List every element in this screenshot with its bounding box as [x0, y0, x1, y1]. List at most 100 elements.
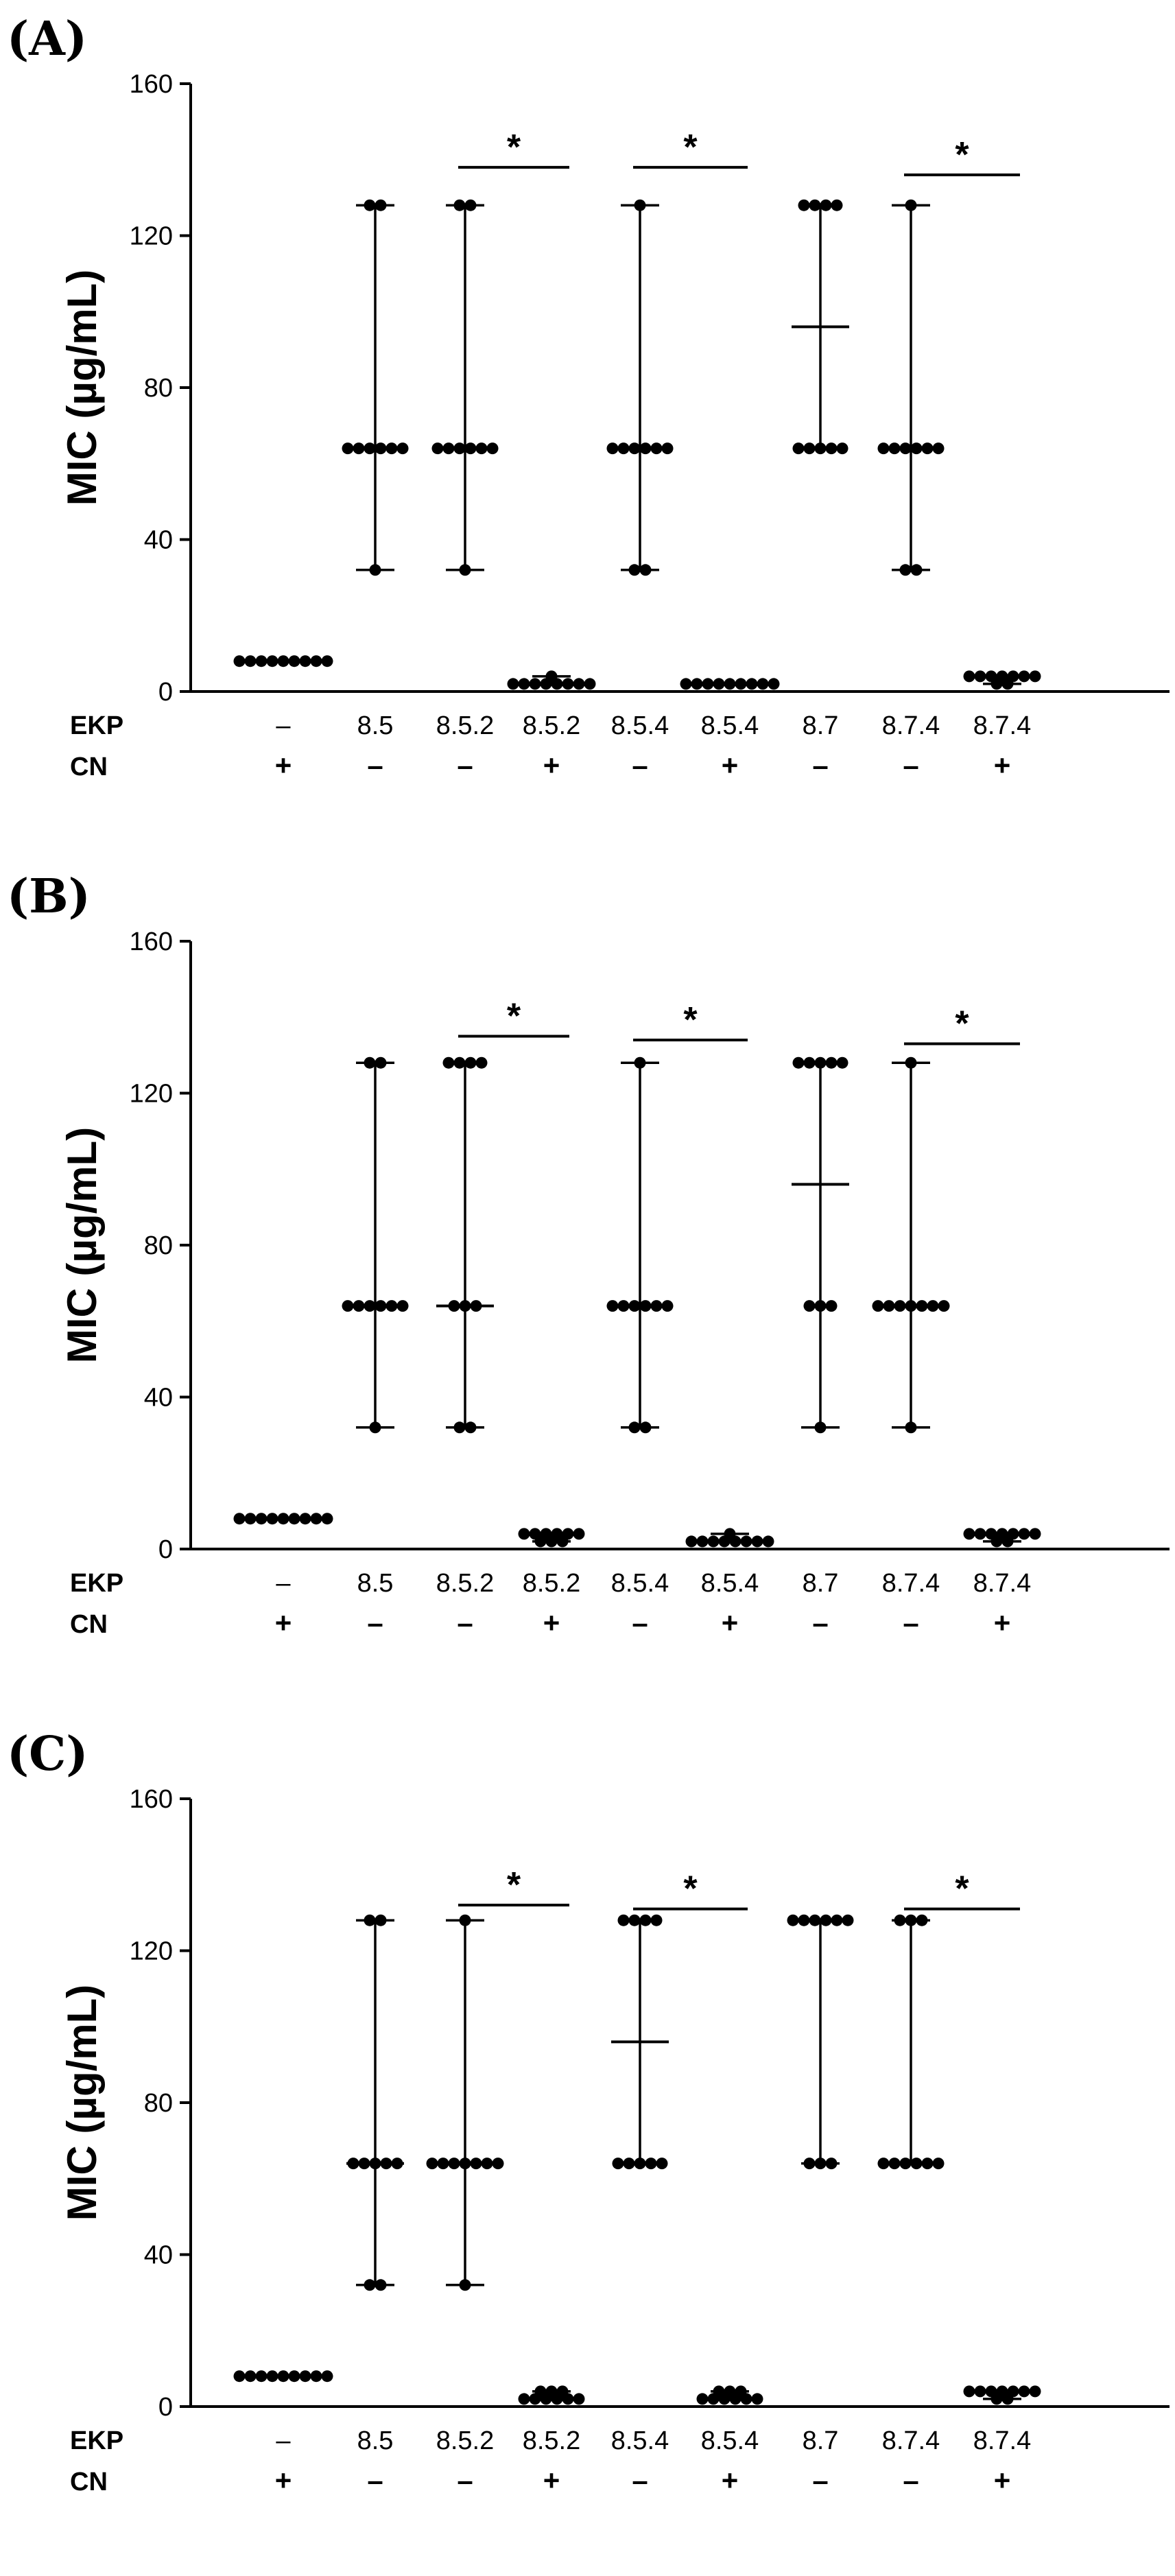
data-point [1029, 1528, 1041, 1540]
data-point [639, 442, 652, 455]
category-group: 8.5.2 – [431, 199, 499, 781]
data-point [661, 1300, 674, 1312]
data-point [927, 1300, 939, 1312]
data-point [724, 2385, 736, 2398]
data-point [910, 442, 923, 455]
ekp-row-label: EKP [70, 2426, 123, 2455]
data-point [375, 199, 387, 211]
data-point [724, 678, 736, 690]
data-point [985, 2385, 997, 2398]
panel-label: (C) [7, 1727, 88, 1782]
data-point [299, 2370, 311, 2383]
data-point [963, 670, 975, 683]
data-point [375, 1056, 387, 1069]
cn-label: – [632, 749, 648, 781]
data-point [831, 199, 843, 211]
data-point [645, 2158, 657, 2170]
ekp-label: 8.5.2 [523, 2426, 581, 2455]
data-point [787, 1914, 799, 1926]
data-point [628, 1914, 641, 1926]
cn-row-label: CN [70, 753, 108, 781]
y-tick-label: 80 [144, 1231, 173, 1260]
data-point [277, 1513, 289, 1525]
data-point [448, 1300, 460, 1312]
y-axis-label: MIC (µg/mL) [59, 1127, 105, 1364]
data-point [299, 1513, 311, 1525]
data-point [545, 2385, 558, 2398]
ekp-label: 8.7.4 [973, 1569, 1032, 1598]
data-point [905, 1300, 917, 1312]
data-point [910, 2158, 923, 2170]
data-point [803, 442, 816, 455]
data-point [888, 442, 901, 455]
ekp-label: 8.5.4 [701, 711, 759, 740]
category-group: 8.5.2 + [518, 1528, 585, 1639]
cn-label: – [632, 1607, 648, 1639]
data-point [650, 1300, 663, 1312]
data-point [932, 2158, 945, 2170]
ekp-label: – [276, 711, 291, 740]
y-tick-label: 120 [130, 222, 173, 251]
chart-panel: (B)MIC (µg/mL)04080120160–+8.5–8.5.2–8.5… [7, 869, 1170, 1639]
y-tick-label: 40 [144, 1384, 173, 1413]
data-point [634, 199, 646, 211]
cn-label: + [994, 749, 1011, 781]
data-point [809, 1914, 821, 1926]
data-point [342, 1300, 354, 1312]
data-point [364, 442, 376, 455]
data-point [792, 442, 805, 455]
y-axis-label: MIC (µg/mL) [59, 270, 105, 506]
significance-star: * [955, 1004, 969, 1044]
y-tick-label: 160 [130, 927, 173, 956]
data-point [584, 678, 596, 690]
ekp-label: 8.5.2 [523, 711, 581, 740]
y-tick-label: 80 [144, 374, 173, 403]
data-point [321, 2370, 333, 2383]
data-point [459, 1914, 471, 1926]
data-point [1007, 1528, 1019, 1540]
ekp-label: 8.5.4 [611, 2426, 669, 2455]
data-point [266, 655, 278, 667]
data-point [751, 1535, 763, 1548]
data-point [639, 1300, 652, 1312]
category-group: 8.5 – [346, 1914, 404, 2496]
data-point [746, 678, 758, 690]
data-point [713, 2385, 725, 2398]
data-point [545, 670, 558, 683]
category-group: 8.5.2 – [436, 1056, 494, 1639]
data-point [459, 564, 471, 576]
data-point [877, 442, 890, 455]
data-point [612, 2158, 624, 2170]
ekp-label: 8.7 [803, 1569, 839, 1598]
significance-star: * [507, 128, 521, 167]
data-point [842, 1914, 854, 1926]
data-point [985, 1528, 997, 1540]
cn-label: + [994, 1607, 1011, 1639]
data-point [442, 1056, 455, 1069]
ekp-label: 8.5.4 [701, 1569, 759, 1598]
data-point [437, 2158, 449, 2170]
data-point [481, 2158, 493, 2170]
data-point [244, 655, 257, 667]
category-group: 8.7 – [792, 199, 849, 781]
data-point [974, 2385, 986, 2398]
data-point [375, 2279, 387, 2291]
data-point [1007, 670, 1019, 683]
data-point [916, 1300, 928, 1312]
data-point [606, 1300, 619, 1312]
data-point [628, 442, 641, 455]
ekp-label: 8.5.4 [701, 2426, 759, 2455]
data-point [573, 1528, 585, 1540]
ekp-label: 8.7.4 [973, 2426, 1032, 2455]
data-point [905, 1056, 917, 1069]
data-point [696, 1535, 709, 1548]
category-group: 8.5 – [342, 199, 409, 781]
data-point [877, 2158, 890, 2170]
category-group: 8.7.4 – [877, 199, 945, 781]
cn-label: – [457, 2464, 473, 2496]
data-point [814, 1421, 827, 1434]
data-point [963, 2385, 975, 2398]
data-point [825, 2158, 838, 2170]
ekp-label: 8.5.2 [523, 1569, 581, 1598]
cn-label: + [543, 2464, 560, 2496]
